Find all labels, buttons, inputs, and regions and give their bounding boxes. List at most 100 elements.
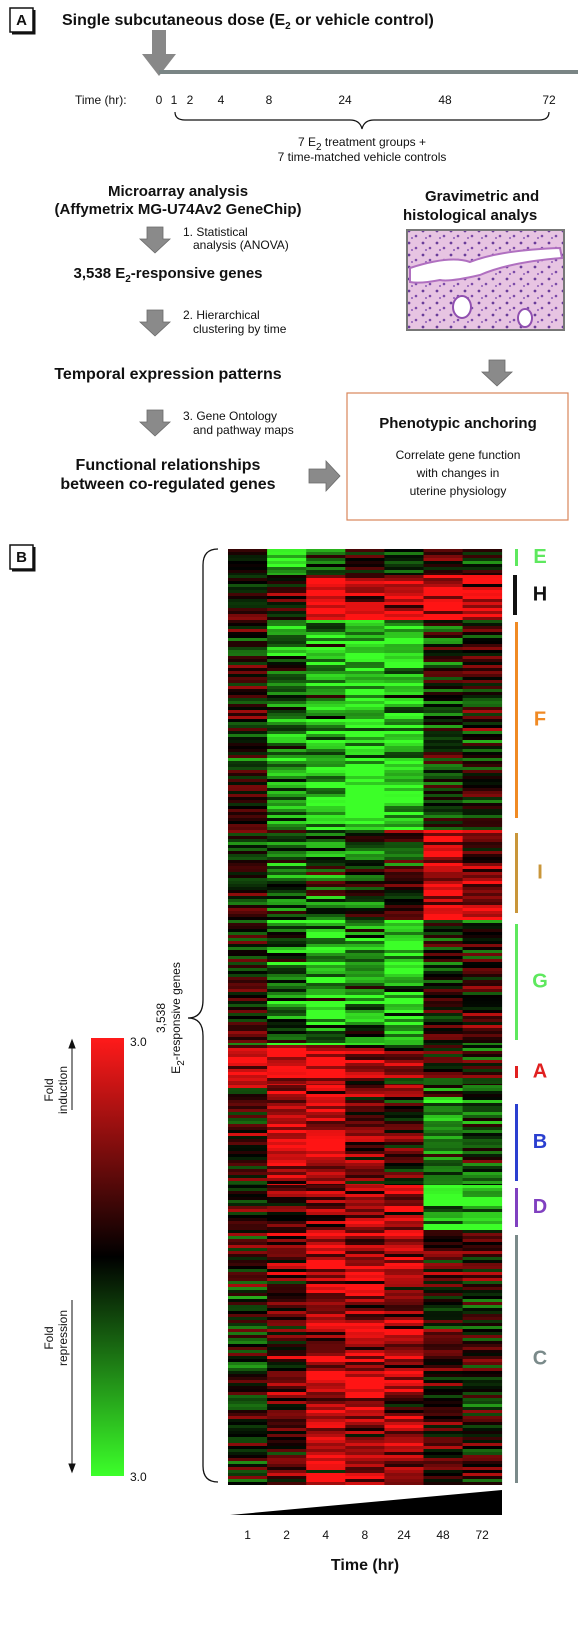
heatmap-cell <box>384 782 424 785</box>
heatmap-cell <box>228 974 268 977</box>
heatmap-cell <box>384 1431 424 1434</box>
heatmap-cell <box>306 641 346 644</box>
heatmap-cell <box>462 785 503 788</box>
heatmap-cell <box>462 881 503 884</box>
heatmap-cell <box>462 1326 503 1329</box>
heatmap-cell <box>306 662 346 665</box>
heatmap-cell <box>462 1194 503 1197</box>
heatmap-cell <box>345 938 385 941</box>
heatmap-cell <box>228 932 268 935</box>
heatmap-cell <box>462 1371 503 1374</box>
heatmap-cell <box>228 986 268 989</box>
box-text: with changes in <box>416 466 500 480</box>
heatmap-cell <box>423 1136 463 1139</box>
heatmap-cell <box>228 731 268 734</box>
heatmap-cell <box>345 659 385 662</box>
heatmap-cell <box>267 1392 307 1395</box>
heatmap-cell <box>306 1470 346 1473</box>
heatmap-cell <box>345 1019 385 1022</box>
heatmap-cell <box>306 1386 346 1389</box>
heatmap-cell <box>462 797 503 800</box>
heatmap-cell <box>423 549 463 552</box>
heatmap-cell <box>384 671 424 674</box>
heatmap-cell <box>384 1166 424 1169</box>
heatmap-cell <box>306 1398 346 1401</box>
heatmap-cell <box>228 1239 268 1242</box>
heatmap-cell <box>345 851 385 854</box>
heatmap-cell <box>384 1458 424 1461</box>
panel-label: B <box>16 549 27 566</box>
brace <box>187 548 219 1483</box>
heatmap-cell <box>462 1293 503 1296</box>
heatmap-cell <box>462 1188 503 1191</box>
heatmap-cell <box>384 1401 424 1404</box>
heatmap-cell <box>423 647 463 650</box>
heatmap-cell <box>345 1392 385 1395</box>
heatmap-cell <box>384 1419 424 1422</box>
heatmap-cell <box>384 734 424 737</box>
heatmap-cell <box>306 1224 346 1227</box>
heatmap-cell <box>462 902 503 905</box>
heatmap-cell <box>423 1281 463 1284</box>
heatmap-cell <box>267 1221 307 1224</box>
heatmap-cell <box>462 803 503 806</box>
heatmap-cell <box>228 1001 268 1004</box>
heatmap-cell <box>345 596 385 599</box>
heatmap-cell <box>228 647 268 650</box>
heatmap-cell <box>462 1311 503 1314</box>
heatmap-cell <box>267 1269 307 1272</box>
heatmap-cell <box>462 1461 503 1464</box>
heatmap-cell <box>228 1139 268 1142</box>
heatmap-cell <box>267 887 307 890</box>
heatmap-cell <box>228 1413 268 1416</box>
heatmap-cell <box>267 1194 307 1197</box>
heatmap-cell <box>423 1389 463 1392</box>
heatmap-cell <box>423 962 463 965</box>
heatmap-cell <box>267 1163 307 1166</box>
heatmap-cell <box>345 1025 385 1028</box>
heatmap-cell <box>345 1422 385 1425</box>
heatmap-cell <box>462 737 503 740</box>
heatmap-cell <box>306 977 346 980</box>
heatmap-cell <box>306 1458 346 1461</box>
heatmap-cell <box>384 704 424 707</box>
heatmap-cell <box>306 1476 346 1479</box>
heatmap-cell <box>306 1091 346 1094</box>
heatmap-cell <box>423 779 463 782</box>
heatmap-cell <box>423 836 463 839</box>
heatmap-cell <box>345 650 385 653</box>
heatmap-cell <box>228 911 268 914</box>
heatmap-cell <box>267 719 307 722</box>
heatmap-cell <box>423 1329 463 1332</box>
heatmap-cell <box>267 1091 307 1094</box>
heatmap-cell <box>423 671 463 674</box>
heatmap-cell <box>228 1350 268 1353</box>
heatmap-cell <box>267 1377 307 1380</box>
heatmap-cell <box>384 1034 424 1037</box>
heatmap-cell <box>306 558 346 561</box>
heatmap-cell <box>345 1467 385 1470</box>
heatmap-cell <box>345 1236 385 1239</box>
heatmap-cell <box>423 1010 463 1013</box>
heatmap-cell <box>228 1443 268 1446</box>
heatmap-cell <box>306 758 346 761</box>
heatmap-cell <box>423 746 463 749</box>
heatmap-cell <box>462 552 503 555</box>
heatmap-cell <box>228 701 268 704</box>
heatmap-cell <box>306 1191 346 1194</box>
heatmap-cell <box>423 1133 463 1136</box>
heatmap-cell <box>345 1057 385 1060</box>
heatmap-cell <box>462 1072 503 1075</box>
heatmap-cell <box>267 1085 307 1088</box>
heatmap-cell <box>462 1392 503 1395</box>
heatmap-cell <box>267 902 307 905</box>
heatmap-cell <box>462 1320 503 1323</box>
heatmap-cell <box>306 620 346 623</box>
heatmap-cell <box>423 1069 463 1072</box>
step-arrows <box>138 226 514 493</box>
heatmap-cell <box>306 1060 346 1063</box>
heatmap-cell <box>306 719 346 722</box>
heatmap-cell <box>462 962 503 965</box>
heatmap-cell <box>306 1160 346 1163</box>
heatmap-cell <box>384 692 424 695</box>
